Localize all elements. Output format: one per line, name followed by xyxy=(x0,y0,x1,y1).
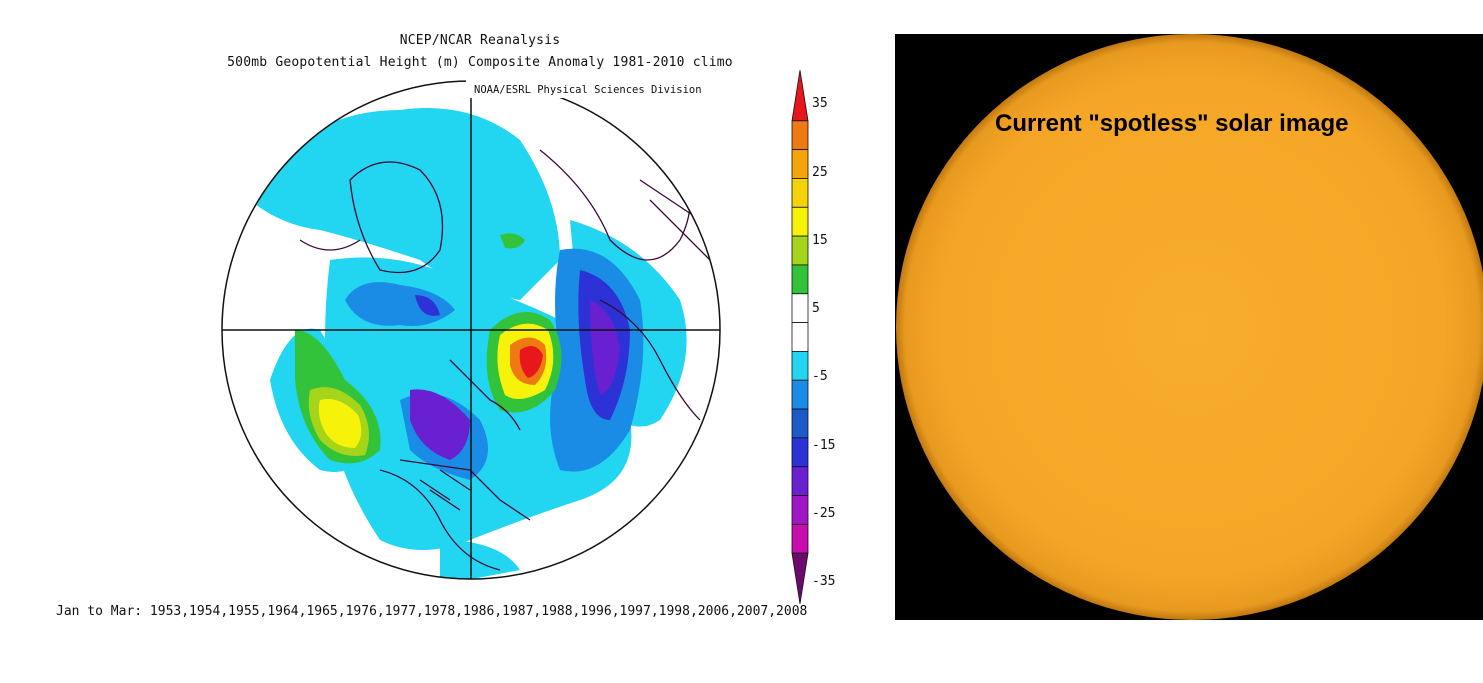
colorbar-segment xyxy=(791,120,809,151)
colorbar-label-5: 5 xyxy=(812,301,820,316)
colorbar-segment xyxy=(791,466,809,496)
solar-image-panel xyxy=(895,34,1483,620)
colorbar-segment xyxy=(791,408,809,439)
colorbar xyxy=(791,69,809,605)
map-credit: NOAA/ESRL Physical Sciences Division xyxy=(474,84,702,96)
colorbar-label-25: 25 xyxy=(812,165,828,180)
colorbar-label-neg35: -35 xyxy=(812,574,836,589)
colorbar-segment xyxy=(791,495,809,525)
colorbar-label-neg5: -5 xyxy=(812,369,828,384)
anomaly-region-north xyxy=(250,108,560,300)
colorbar-segment xyxy=(791,235,809,266)
colorbar-label-neg25: -25 xyxy=(812,506,836,521)
colorbar-segment xyxy=(791,69,809,122)
positive-anomaly-red xyxy=(519,346,543,378)
colorbar-segment xyxy=(791,437,809,468)
colorbar-segment xyxy=(791,264,809,295)
colorbar-label-35: 35 xyxy=(812,96,828,111)
colorbar-segment xyxy=(791,322,809,352)
colorbar-segment xyxy=(791,149,809,179)
anomaly-map-panel: NCEP/NCAR Reanalysis 500mb Geopotential … xyxy=(56,33,836,619)
colorbar-label-15: 15 xyxy=(812,233,828,248)
colorbar-segment xyxy=(791,523,809,554)
colorbar-label-neg15: -15 xyxy=(812,438,836,453)
colorbar-segment xyxy=(791,552,809,605)
small-green-anomaly xyxy=(500,233,525,249)
negative-anomaly-e xyxy=(590,300,620,395)
solar-caption: Current "spotless" solar image xyxy=(995,110,1349,137)
credit-backdrop xyxy=(466,80,730,98)
colorbar-segment xyxy=(791,178,809,208)
polar-projection-map xyxy=(221,80,730,580)
colorbar-segment xyxy=(791,351,809,381)
negative-anomaly-g xyxy=(415,295,440,316)
colorbar-segment xyxy=(791,293,809,323)
solar-disk-image xyxy=(896,34,1483,620)
pacific-positive-yellow xyxy=(318,399,362,448)
colorbar-segment xyxy=(791,379,809,410)
sun-disk xyxy=(896,34,1483,620)
map-title-line2: 500mb Geopotential Height (m) Composite … xyxy=(227,55,733,70)
map-title-line1: NCEP/NCAR Reanalysis xyxy=(399,33,561,48)
negative-anomaly-f xyxy=(410,389,470,460)
colorbar-segment xyxy=(791,206,809,237)
years-caption: Jan to Mar: 1953,1954,1955,1964,1965,197… xyxy=(56,604,808,619)
negative-anomaly-a xyxy=(345,282,455,326)
